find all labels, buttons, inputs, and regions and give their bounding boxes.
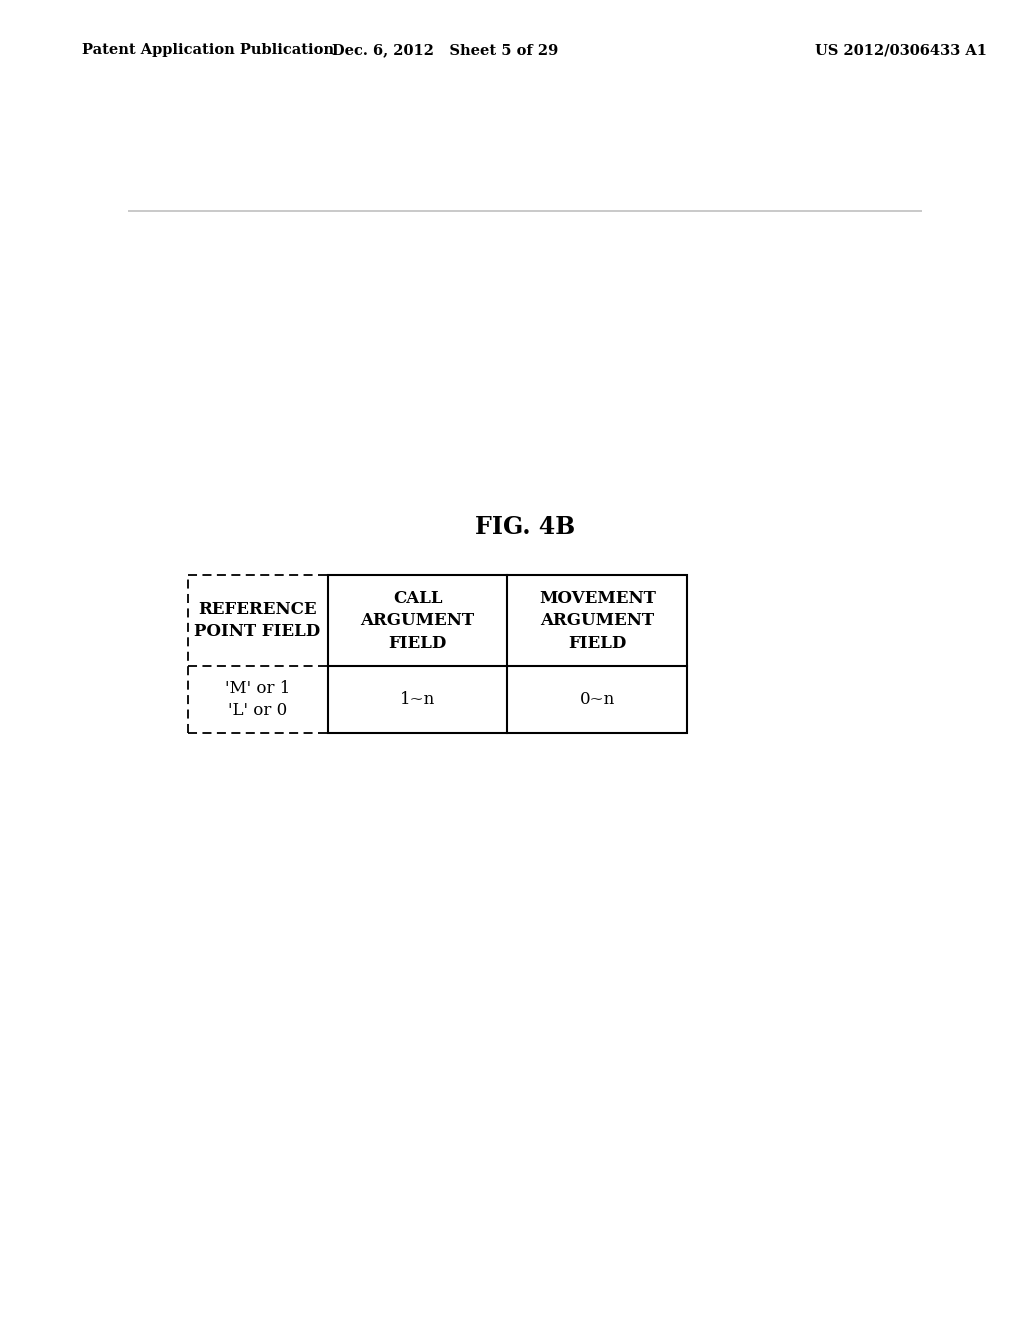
Text: REFERENCE
POINT FIELD: REFERENCE POINT FIELD <box>195 601 321 640</box>
Text: CALL
ARGUMENT
FIELD: CALL ARGUMENT FIELD <box>360 590 474 652</box>
Text: FIG. 4B: FIG. 4B <box>475 515 574 540</box>
Text: US 2012/0306433 A1: US 2012/0306433 A1 <box>815 44 987 57</box>
Text: 'M' or 1
'L' or 0: 'M' or 1 'L' or 0 <box>225 680 290 719</box>
Text: Dec. 6, 2012   Sheet 5 of 29: Dec. 6, 2012 Sheet 5 of 29 <box>333 44 558 57</box>
Text: MOVEMENT
ARGUMENT
FIELD: MOVEMENT ARGUMENT FIELD <box>539 590 656 652</box>
Bar <box>328 576 687 733</box>
Text: 0~n: 0~n <box>580 692 615 708</box>
Text: 1~n: 1~n <box>400 692 435 708</box>
Text: Patent Application Publication: Patent Application Publication <box>82 44 334 57</box>
